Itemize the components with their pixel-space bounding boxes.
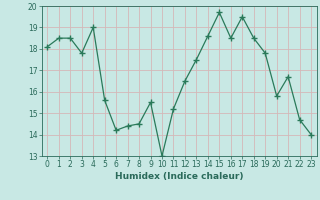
X-axis label: Humidex (Indice chaleur): Humidex (Indice chaleur) (115, 172, 244, 181)
